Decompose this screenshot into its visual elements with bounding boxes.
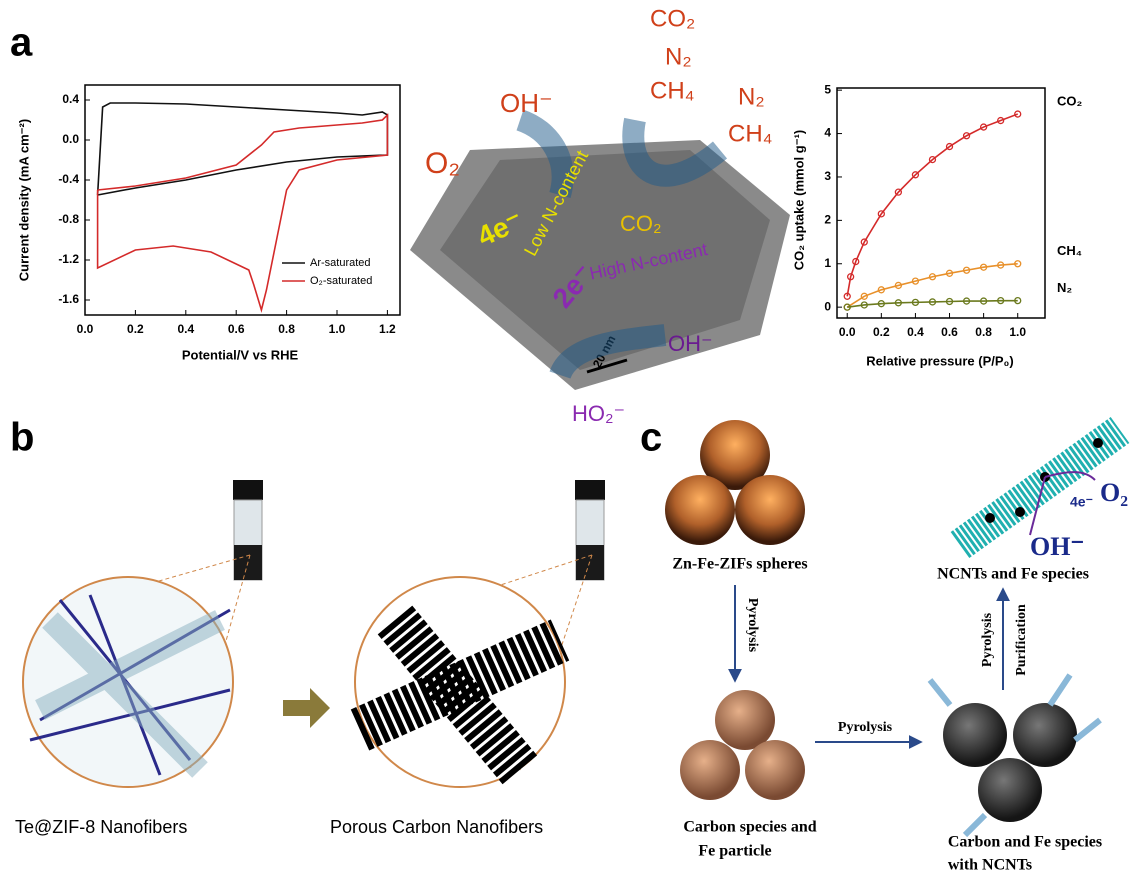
y-tick-label: -0.8 xyxy=(58,212,79,226)
caption: NCNTs and Fe species xyxy=(937,566,1089,583)
caption: Porous Carbon Nanofibers xyxy=(330,817,543,837)
zif-sphere xyxy=(665,475,735,545)
x-tick-label: 1.0 xyxy=(329,322,346,336)
figure: a b c 0.0 0.2 0.4 0.6 0.8 1.0 1.2 0.4 0.0 -0.4 -0.… xyxy=(0,0,1141,872)
fe-particle xyxy=(985,513,995,523)
vial-cap xyxy=(575,480,605,500)
caption: Fe particle xyxy=(698,843,771,860)
ncnt-sphere xyxy=(943,703,1007,767)
step-label: Purification xyxy=(1014,604,1029,676)
y-tick-label: 0 xyxy=(824,299,831,313)
series-line xyxy=(847,301,1017,308)
step-label: Pyrolysis xyxy=(980,612,995,667)
x-tick-label: 0.2 xyxy=(873,325,890,339)
y-tick-label: 2 xyxy=(824,213,831,227)
panel-label: b xyxy=(10,416,34,460)
gas: N₂ xyxy=(665,43,692,70)
y-axis-label: Current density (mA cm⁻²) xyxy=(16,119,31,281)
y-tick-label: 0.4 xyxy=(62,92,79,106)
step-label: Pyrolysis xyxy=(838,720,893,735)
caption: with NCNTs xyxy=(948,857,1032,872)
four-e: 4e⁻ xyxy=(1070,494,1093,510)
carbon-sphere xyxy=(680,740,740,800)
series-line xyxy=(847,114,1017,296)
legend-label: CO₂ xyxy=(1057,93,1083,108)
y-tick-label: 4 xyxy=(824,126,831,140)
membrane-diagram: 20 nm O₂ OH⁻ 4e⁻ CO₂ N₂ CH₄ N₂ CH₄ CO₂ L… xyxy=(410,5,790,425)
fe-particle xyxy=(1093,438,1103,448)
isotherm-chart: 0.0 0.2 0.4 0.6 0.8 1.0 0 1 2 3 4 5 Relative pressur… xyxy=(791,82,1082,368)
oh: OH⁻ xyxy=(668,331,713,356)
gas: CO₂ xyxy=(650,5,695,32)
carbon-sphere xyxy=(745,740,805,800)
x-tick-label: 0.6 xyxy=(228,322,245,336)
legend-label: Ar-saturated xyxy=(310,257,371,269)
o2: O₂ xyxy=(425,147,460,180)
panel-label: a xyxy=(10,21,33,65)
x-tick-label: 0.8 xyxy=(278,322,295,336)
x-tick-label: 0.4 xyxy=(907,325,924,339)
gas: CH₄ xyxy=(650,77,694,104)
x-tick-label: 0.0 xyxy=(839,325,856,339)
cv-chart: 0.0 0.2 0.4 0.6 0.8 1.0 1.2 0.4 0.0 -0.4 -0.8 -1.2 -… xyxy=(16,85,400,362)
y-axis-label: CO₂ uptake (mmol g⁻¹) xyxy=(791,130,806,270)
x-tick-label: 1.0 xyxy=(1009,325,1026,339)
x-axis-label: Potential/V vs RHE xyxy=(182,347,299,362)
y-tick-label: 1 xyxy=(824,256,831,270)
gas-out: CH₄ xyxy=(728,120,772,147)
y-tick-label: 3 xyxy=(824,169,831,183)
x-tick-label: 1.2 xyxy=(379,322,396,336)
carbon-sphere xyxy=(715,690,775,750)
panel-c: Zn-Fe-ZIFs spheres Pyrolysis Carbon spec… xyxy=(665,420,1128,872)
o2: O₂ xyxy=(1100,478,1128,507)
x-tick-label: 0.0 xyxy=(77,322,94,336)
zif-sphere xyxy=(735,475,805,545)
y-tick-label: -1.2 xyxy=(58,252,79,266)
series-line xyxy=(98,103,388,195)
ncnt-sphere xyxy=(978,758,1042,822)
caption: Zn-Fe-ZIFs spheres xyxy=(672,556,807,573)
oh: OH⁻ xyxy=(500,88,553,118)
legend-label: O₂-saturated xyxy=(310,275,372,287)
ncnt-sphere xyxy=(1013,703,1077,767)
step-label: Pyrolysis xyxy=(745,598,760,653)
caption: Carbon species and xyxy=(683,819,816,836)
panel-label: c xyxy=(640,416,662,460)
x-tick-label: 0.8 xyxy=(975,325,992,339)
x-tick-label: 0.6 xyxy=(941,325,958,339)
caption: Te@ZIF-8 Nanofibers xyxy=(15,817,187,837)
panel-b: Te@ZIF-8 Nanofibers Porous Carbon Nanofi… xyxy=(15,480,605,837)
fe-particle xyxy=(1015,507,1025,517)
x-axis-label: Relative pressure (P/P₀) xyxy=(866,353,1013,368)
x-tick-label: 0.4 xyxy=(177,322,194,336)
oh: OH⁻ xyxy=(1030,532,1084,561)
y-tick-label: 5 xyxy=(824,82,831,96)
arrow xyxy=(283,688,330,728)
legend-label: CH₄ xyxy=(1057,243,1082,258)
co2: CO₂ xyxy=(620,211,662,236)
x-tick-label: 0.2 xyxy=(127,322,144,336)
caption: Carbon and Fe species xyxy=(948,834,1102,851)
y-tick-label: -0.4 xyxy=(58,172,79,186)
y-tick-label: 0.0 xyxy=(62,132,79,146)
gas-out: N₂ xyxy=(738,83,765,110)
plot-frame xyxy=(837,88,1045,318)
y-tick-label: -1.6 xyxy=(58,292,79,306)
ho2: HO₂⁻ xyxy=(572,401,625,426)
vial-cap xyxy=(233,480,263,500)
legend-label: N₂ xyxy=(1057,280,1072,295)
